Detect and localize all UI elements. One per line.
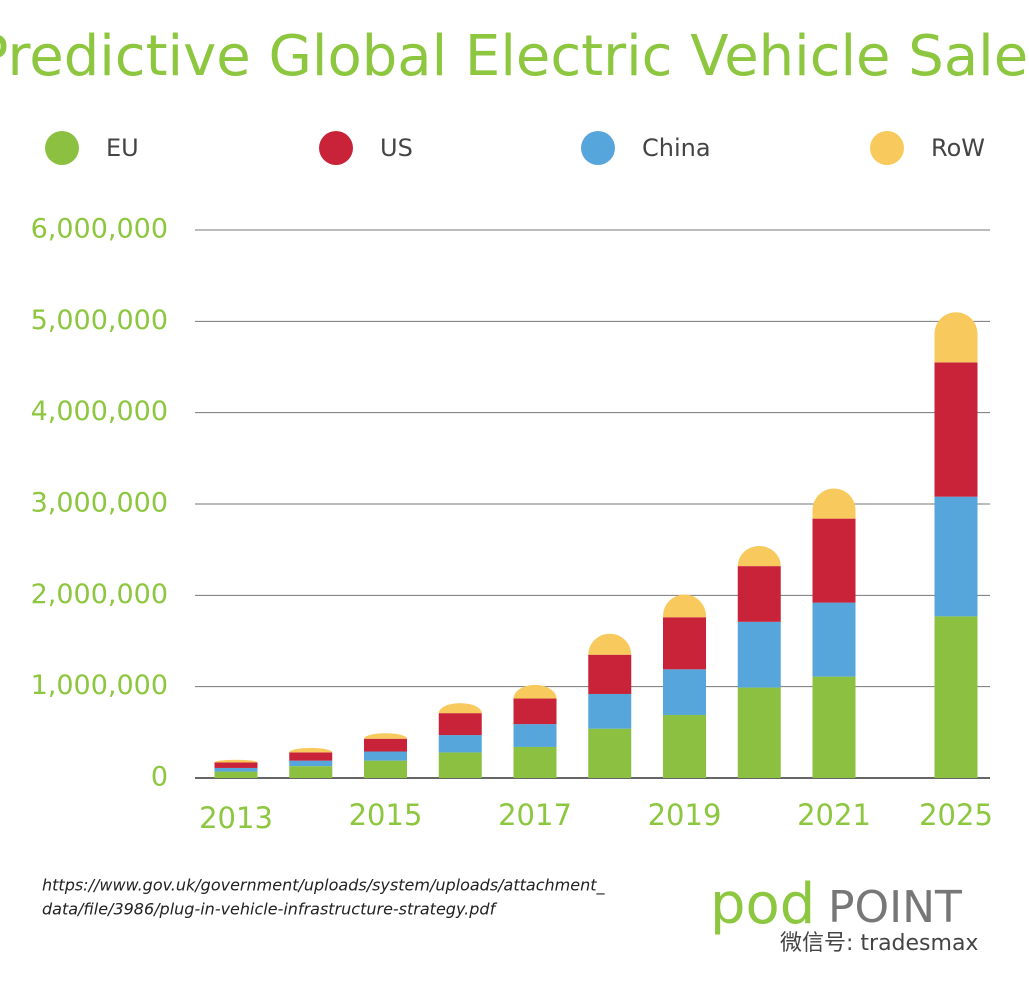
source-line: data/file/3986/plug-in-vehicle-infrastru…: [42, 900, 498, 919]
legend-marker: [870, 131, 904, 165]
bar-segment: [934, 362, 978, 497]
bar-segment: [214, 767, 258, 772]
bar-segment: [364, 733, 407, 739]
bar-segment: [438, 713, 482, 736]
bar-segment: [438, 703, 482, 714]
legend-marker: [45, 131, 79, 165]
legend-label: US: [380, 134, 413, 162]
bar-segment: [663, 617, 706, 670]
bar-segment: [438, 735, 482, 753]
y-tick-label: 5,000,000: [31, 305, 168, 336]
legend-marker: [581, 131, 615, 165]
bar-segment: [214, 762, 258, 768]
bar-segment: [737, 546, 781, 567]
bar-segment: [812, 488, 856, 519]
bar-segment: [289, 752, 333, 761]
bar-segment: [663, 669, 706, 715]
x-tick-label: 2017: [498, 798, 572, 832]
y-tick-label: 4,000,000: [31, 396, 168, 427]
legend-marker: [319, 131, 353, 165]
bar-segment: [513, 724, 557, 747]
x-tick-label: 2021: [797, 798, 871, 832]
legend-label: RoW: [931, 134, 985, 162]
logo-pod: pod: [710, 872, 815, 937]
bar-segment: [214, 771, 258, 778]
legend-label: EU: [106, 134, 139, 162]
chart-title: Predictive Global Electric Vehicle Sales: [0, 24, 1029, 89]
y-tick-label: 2,000,000: [31, 579, 168, 610]
bar-segment: [513, 746, 557, 778]
bar-segment: [588, 633, 632, 655]
bar-segment: [588, 693, 632, 729]
y-tick-label: 3,000,000: [31, 488, 168, 519]
bar-segment: [812, 602, 856, 677]
bar-segment: [812, 676, 856, 778]
bar-segment: [588, 654, 632, 694]
x-tick-label: 2019: [648, 798, 722, 832]
bar-segment: [663, 594, 706, 618]
bar-segment: [364, 738, 407, 752]
bar-segment: [934, 312, 978, 363]
bar-segment: [663, 714, 706, 778]
bar-segment: [812, 518, 856, 603]
x-tick-label: 2015: [349, 798, 423, 832]
bar-segment: [364, 751, 407, 761]
y-tick-label: 1,000,000: [31, 670, 168, 701]
bar-segment: [934, 616, 978, 778]
x-tick-label: 2025: [919, 798, 993, 832]
y-tick-label: 6,000,000: [31, 214, 168, 245]
bar-segment: [737, 621, 781, 688]
bar-segment: [289, 747, 333, 753]
source-line: https://www.gov.uk/government/uploads/sy…: [42, 876, 605, 896]
y-tick-label: 0: [151, 762, 168, 793]
bar-segment: [737, 687, 781, 778]
bar-segment: [364, 760, 407, 778]
bar-segment: [513, 698, 557, 725]
bar-segment: [214, 759, 258, 763]
bar-segment: [513, 684, 557, 699]
bar-segment: [588, 728, 632, 778]
bar-segment: [934, 496, 978, 617]
x-tick-label: 2013: [199, 801, 273, 835]
bar-segment: [289, 760, 333, 767]
watermark: 微信号: tradesmax: [780, 931, 978, 956]
legend-label: China: [642, 134, 711, 162]
bar-segment: [438, 752, 482, 778]
logo-point: POINT: [828, 882, 962, 933]
bar-segment: [289, 766, 333, 778]
bar-segment: [737, 566, 781, 622]
